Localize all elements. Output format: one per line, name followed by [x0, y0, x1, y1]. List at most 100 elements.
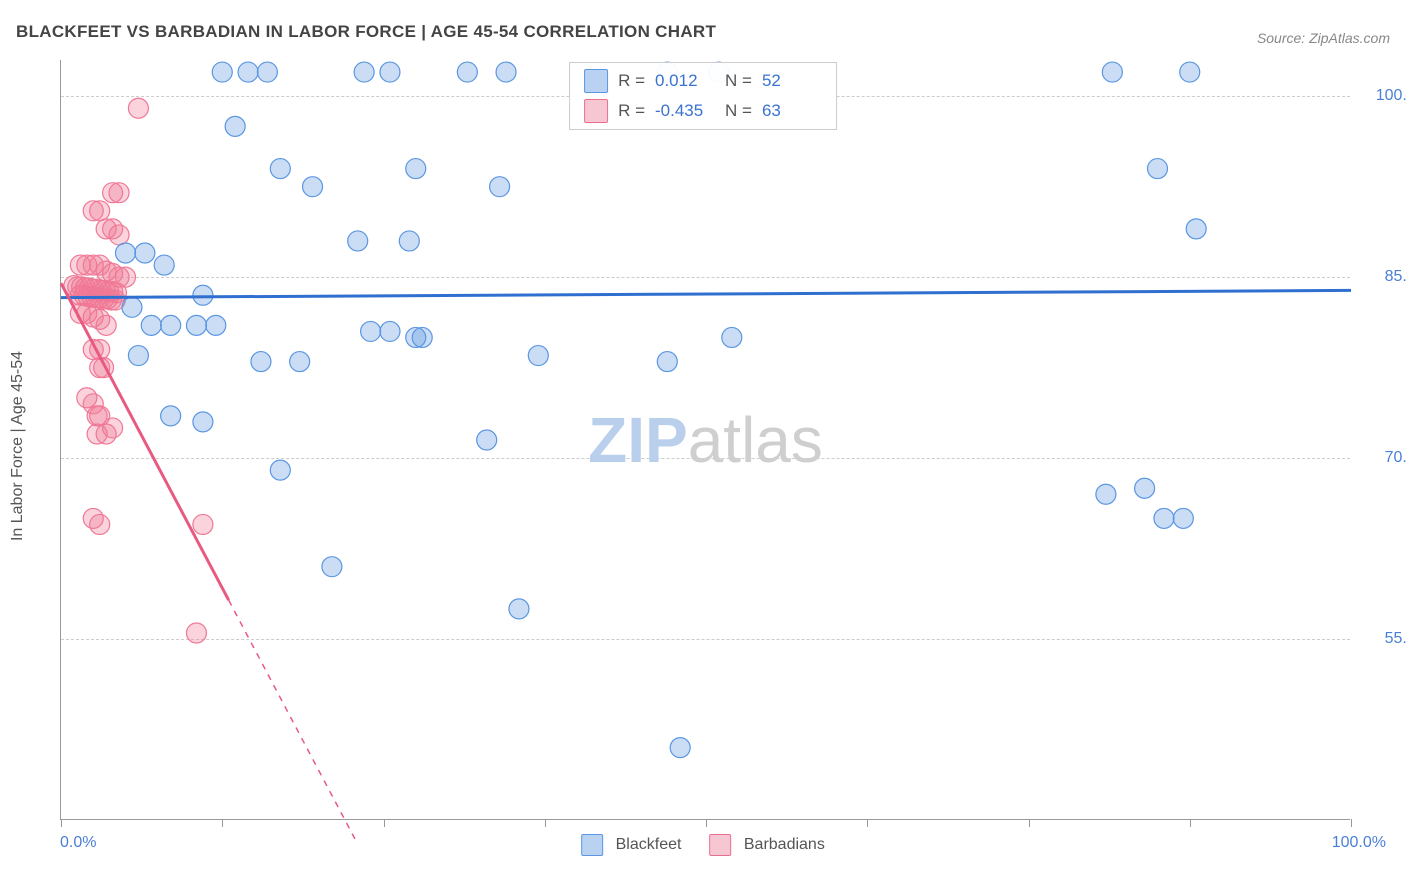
- scatter-point: [96, 315, 116, 335]
- scatter-point: [657, 352, 677, 372]
- source-label: Source: ZipAtlas.com: [1257, 30, 1390, 46]
- scatter-point: [303, 177, 323, 197]
- swatch-blackfeet: [584, 69, 608, 93]
- scatter-point: [128, 98, 148, 118]
- scatter-point: [412, 327, 432, 347]
- scatter-point: [161, 315, 181, 335]
- x-tick: [867, 819, 868, 827]
- legend-item-barbadians: Barbadians: [709, 834, 824, 856]
- trend-line: [61, 290, 1351, 297]
- x-tick: [1190, 819, 1191, 827]
- x-tick: [222, 819, 223, 827]
- y-tick-label: 100.0%: [1360, 87, 1406, 105]
- scatter-point: [154, 255, 174, 275]
- scatter-point: [290, 352, 310, 372]
- r-value-blackfeet: 0.012: [655, 71, 715, 91]
- scatter-point: [193, 412, 213, 432]
- chart-title: BLACKFEET VS BARBADIAN IN LABOR FORCE | …: [16, 22, 716, 42]
- x-tick: [384, 819, 385, 827]
- scatter-point: [380, 321, 400, 341]
- scatter-point: [128, 346, 148, 366]
- scatter-point: [141, 315, 161, 335]
- scatter-point: [509, 599, 529, 619]
- r-label: R =: [618, 71, 645, 91]
- plot-area: 55.0%70.0%85.0%100.0% ZIPatlas: [60, 60, 1350, 820]
- scatter-point: [1173, 508, 1193, 528]
- scatter-point: [90, 201, 110, 221]
- y-tick-label: 70.0%: [1360, 449, 1406, 467]
- scatter-point: [1154, 508, 1174, 528]
- swatch-barbadians: [584, 99, 608, 123]
- x-tick: [1029, 819, 1030, 827]
- stats-row-blackfeet: R = 0.012 N = 52: [584, 69, 822, 93]
- y-axis-label: In Labor Force | Age 45-54: [9, 351, 27, 541]
- n-label: N =: [725, 101, 752, 121]
- scatter-point: [477, 430, 497, 450]
- r-label: R =: [618, 101, 645, 121]
- stats-row-barbadians: R = -0.435 N = 63: [584, 99, 822, 123]
- scatter-point: [161, 406, 181, 426]
- scatter-point: [1135, 478, 1155, 498]
- scatter-point: [206, 315, 226, 335]
- scatter-point: [1102, 62, 1122, 82]
- legend-swatch-barbadians: [709, 834, 731, 856]
- x-tick: [1351, 819, 1352, 827]
- scatter-point: [270, 460, 290, 480]
- legend-label-blackfeet: Blackfeet: [616, 836, 682, 853]
- x-axis-min-label: 0.0%: [60, 834, 96, 852]
- watermark-zip: ZIP: [588, 404, 688, 476]
- x-tick: [61, 819, 62, 827]
- scatter-point: [380, 62, 400, 82]
- scatter-point: [1186, 219, 1206, 239]
- scatter-point: [322, 557, 342, 577]
- x-tick: [706, 819, 707, 827]
- scatter-point: [1148, 159, 1168, 179]
- r-value-barbadians: -0.435: [655, 101, 715, 121]
- scatter-point: [1096, 484, 1116, 504]
- scatter-point: [90, 514, 110, 534]
- scatter-point: [406, 159, 426, 179]
- scatter-point: [238, 62, 258, 82]
- scatter-point: [135, 243, 155, 263]
- scatter-point: [490, 177, 510, 197]
- scatter-point: [193, 285, 213, 305]
- scatter-point: [399, 231, 419, 251]
- x-axis-max-label: 100.0%: [1332, 834, 1386, 852]
- scatter-point: [251, 352, 271, 372]
- watermark-atlas: atlas: [688, 404, 823, 476]
- scatter-point: [528, 346, 548, 366]
- scatter-point: [116, 243, 136, 263]
- scatter-point: [103, 418, 123, 438]
- watermark: ZIPatlas: [588, 403, 823, 477]
- scatter-point: [670, 738, 690, 758]
- scatter-point: [225, 116, 245, 136]
- trend-line: [229, 600, 358, 844]
- scatter-point: [186, 623, 206, 643]
- n-value-barbadians: 63: [762, 101, 822, 121]
- scatter-point: [186, 315, 206, 335]
- scatter-point: [193, 514, 213, 534]
- scatter-point: [212, 62, 232, 82]
- n-label: N =: [725, 71, 752, 91]
- scatter-point: [1180, 62, 1200, 82]
- x-tick: [545, 819, 546, 827]
- scatter-point: [722, 327, 742, 347]
- legend-item-blackfeet: Blackfeet: [581, 834, 681, 856]
- scatter-point: [348, 231, 368, 251]
- y-tick-label: 85.0%: [1360, 268, 1406, 286]
- scatter-point: [457, 62, 477, 82]
- scatter-point: [496, 62, 516, 82]
- stats-legend-box: R = 0.012 N = 52 R = -0.435 N = 63: [569, 62, 837, 130]
- scatter-point: [257, 62, 277, 82]
- legend-bottom: Blackfeet Barbadians: [581, 834, 825, 856]
- y-tick-label: 55.0%: [1360, 630, 1406, 648]
- scatter-point: [122, 297, 142, 317]
- n-value-blackfeet: 52: [762, 71, 822, 91]
- scatter-point: [354, 62, 374, 82]
- scatter-point: [270, 159, 290, 179]
- scatter-point: [109, 183, 129, 203]
- scatter-point: [109, 225, 129, 245]
- legend-label-barbadians: Barbadians: [744, 836, 825, 853]
- chart-container: BLACKFEET VS BARBADIAN IN LABOR FORCE | …: [0, 0, 1406, 892]
- scatter-point: [361, 321, 381, 341]
